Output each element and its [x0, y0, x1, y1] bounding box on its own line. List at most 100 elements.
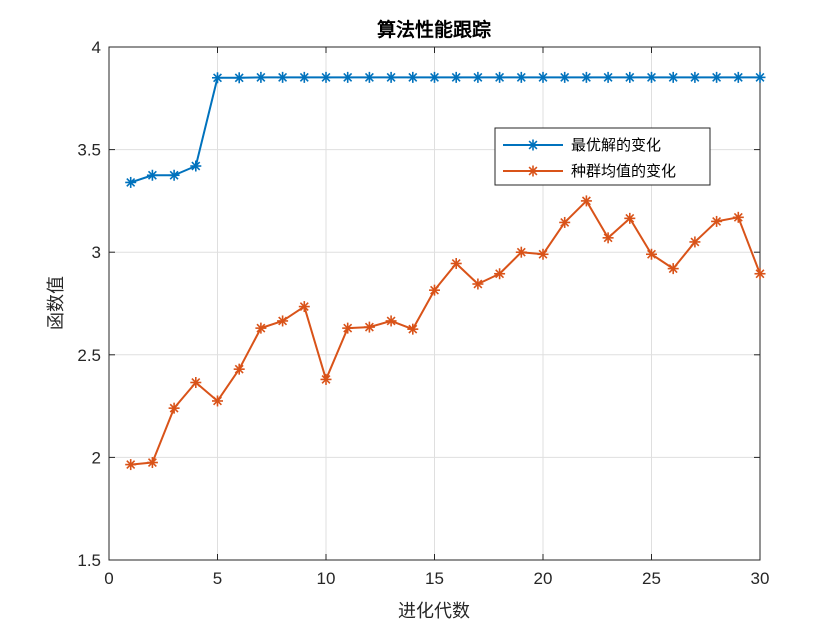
marker-stroke: [690, 237, 700, 247]
marker-stroke: [473, 72, 483, 82]
series-2-point: [450, 257, 462, 269]
series-2-point: [320, 373, 332, 385]
series-2-point: [602, 232, 614, 244]
series-2-point: [646, 248, 657, 260]
series-2-point: [711, 215, 723, 227]
series-1-point: [602, 71, 614, 83]
series-2-point: [494, 268, 506, 280]
y-axis-title: 函数值: [46, 276, 67, 330]
legend-label-1: 最优解的变化: [571, 136, 661, 154]
y-tick-label: 3: [92, 243, 101, 262]
marker-stroke: [321, 72, 331, 82]
series-2-point: [342, 322, 354, 334]
marker-stroke: [343, 323, 353, 333]
marker-stroke: [430, 72, 439, 82]
series-1-point: [450, 71, 462, 83]
marker-stroke: [528, 140, 538, 150]
marker-stroke: [495, 72, 505, 82]
series-1-point: [407, 71, 419, 83]
series-2-point: [125, 459, 137, 471]
series-lines: [125, 71, 766, 471]
series-2-point: [407, 323, 419, 335]
series-2-point: [689, 236, 701, 248]
series-2-point: [146, 457, 158, 469]
marker-stroke: [755, 72, 765, 82]
series-1-point: [559, 71, 571, 83]
marker-stroke: [451, 72, 461, 82]
series-1-point: [732, 71, 744, 83]
series-2-point: [255, 322, 267, 334]
series-1-point: [494, 71, 506, 83]
x-axis-title: 进化代数: [398, 601, 470, 622]
x-tick-label: 20: [534, 569, 553, 588]
marker-stroke: [321, 374, 331, 384]
marker-stroke: [625, 213, 635, 223]
series-2-point: [559, 216, 571, 228]
marker-stroke: [603, 72, 613, 82]
series-1-point: [711, 71, 723, 83]
marker-stroke: [755, 269, 765, 279]
series-2-point: [385, 315, 397, 327]
marker-stroke: [408, 72, 418, 82]
y-tick-label: 3.5: [77, 141, 101, 160]
marker-stroke: [603, 233, 613, 243]
series-2-point: [363, 321, 375, 333]
series-2-point: [515, 246, 527, 258]
series-2-point: [429, 284, 440, 296]
series-2-point: [472, 278, 484, 290]
series-2-point: [168, 402, 180, 414]
legend-marker-1: [527, 139, 539, 151]
series-2-point: [732, 211, 744, 223]
series-1-point: [429, 71, 440, 83]
series-1-point: [689, 71, 701, 83]
y-tick-label: 2.5: [77, 346, 101, 365]
series-1-point: [624, 71, 636, 83]
marker-stroke: [213, 396, 222, 406]
marker-stroke: [299, 302, 309, 312]
marker-stroke: [451, 259, 461, 268]
marker-stroke: [560, 217, 570, 227]
marker-stroke: [364, 72, 374, 82]
marker-stroke: [516, 247, 526, 257]
axis-ticks: 0 5 10 15 20 25 30 1.5 2 2.5 3 3.5 4: [77, 38, 769, 588]
marker-stroke: [213, 73, 222, 83]
marker-stroke: [733, 212, 743, 222]
series-1-point: [385, 71, 397, 83]
series-1-point: [255, 71, 267, 83]
marker-stroke: [712, 72, 722, 82]
series-2-line: [130, 199, 761, 466]
marker-stroke: [278, 316, 288, 326]
marker-stroke: [169, 170, 179, 180]
marker-stroke: [690, 72, 700, 82]
series-2: [125, 195, 766, 471]
x-tick-label: 15: [425, 569, 444, 588]
marker-stroke: [625, 72, 635, 82]
x-tick-label: 5: [213, 569, 222, 588]
series-1-point: [537, 71, 549, 83]
marker-stroke: [668, 72, 678, 82]
series-2-point: [580, 195, 592, 207]
series-1-point: [233, 72, 245, 84]
series-1-point: [298, 71, 310, 83]
y-tick-label: 1.5: [77, 551, 101, 570]
series-1: [125, 71, 766, 188]
marker-stroke: [386, 72, 396, 82]
legend-label-2: 种群均值的变化: [571, 162, 676, 180]
series-1-point: [277, 71, 289, 83]
series-1-point: [320, 71, 332, 83]
x-tick-label: 25: [642, 569, 661, 588]
marker-stroke: [234, 73, 244, 83]
marker-stroke: [538, 72, 548, 82]
series-1-point: [754, 71, 766, 83]
series-1-point: [580, 71, 592, 83]
marker-stroke: [147, 458, 157, 467]
marker-stroke: [234, 364, 244, 374]
series-2-point: [277, 315, 289, 327]
chart-title: 算法性能跟踪: [377, 18, 491, 41]
x-tick-label: 10: [317, 569, 336, 588]
series-1-point: [363, 71, 375, 83]
series-1-point: [667, 71, 679, 83]
marker-stroke: [581, 196, 591, 206]
